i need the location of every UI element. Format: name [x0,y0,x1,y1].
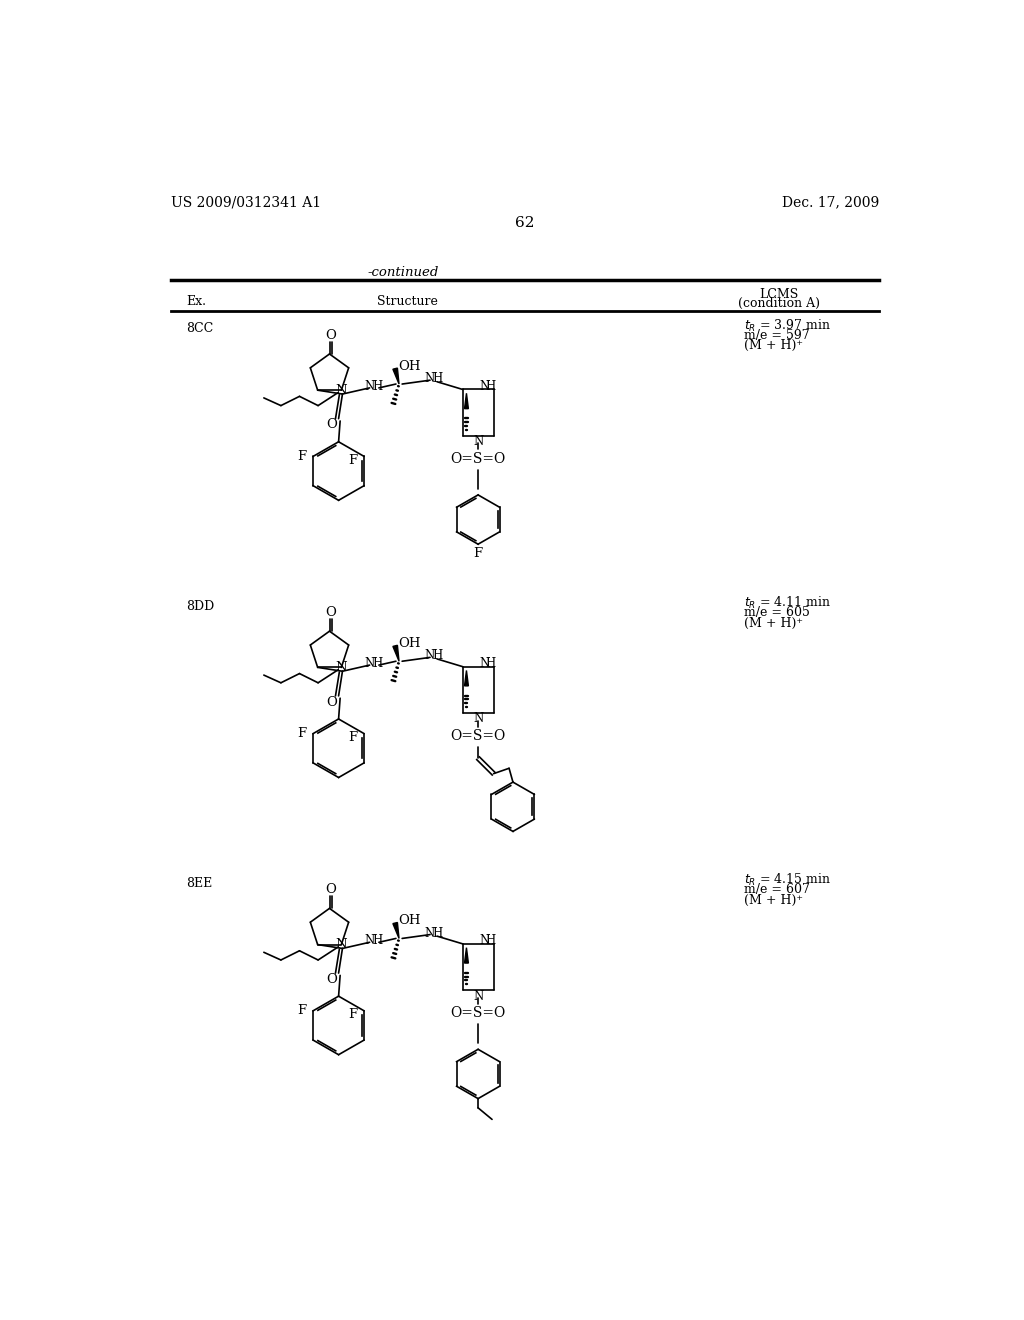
Text: N: N [479,380,489,393]
Text: H: H [485,935,496,948]
Text: O: O [325,606,336,619]
Text: 8CC: 8CC [186,322,213,335]
Text: F: F [297,1005,306,1018]
Text: N: N [479,657,489,671]
Text: O: O [327,418,337,432]
Text: OH: OH [398,915,421,927]
Text: N: N [336,384,347,397]
Text: N: N [336,661,347,675]
Text: F: F [473,546,482,560]
Text: H: H [372,935,382,948]
Text: O=S=O: O=S=O [451,729,506,743]
Text: H: H [372,657,382,671]
Text: O: O [325,883,336,896]
Text: N: N [425,649,435,663]
Text: N: N [473,990,483,1003]
Text: m/e = 607: m/e = 607 [744,883,810,896]
Polygon shape [393,368,399,384]
Text: H: H [485,657,496,671]
Text: H: H [372,380,382,393]
Text: (M + H)⁺: (M + H)⁺ [744,339,803,352]
Text: N: N [365,657,375,671]
Text: H: H [432,372,442,385]
Text: N: N [425,372,435,385]
Polygon shape [465,671,468,686]
Text: H: H [432,927,442,940]
Text: O=S=O: O=S=O [451,1006,506,1020]
Text: m/e = 605: m/e = 605 [744,606,810,619]
Text: $t_R$ = 4.11 min: $t_R$ = 4.11 min [744,595,831,611]
Text: 62: 62 [515,216,535,230]
Text: O: O [325,329,336,342]
Polygon shape [393,923,399,939]
Text: N: N [473,436,483,449]
Text: N: N [473,713,483,726]
Text: $t_R$ = 4.15 min: $t_R$ = 4.15 min [744,873,831,888]
Polygon shape [465,393,468,409]
Text: 8EE: 8EE [186,876,212,890]
Text: US 2009/0312341 A1: US 2009/0312341 A1 [171,195,321,210]
Text: O: O [327,696,337,709]
Text: LCMS: LCMS [760,288,799,301]
Text: $t_R$ = 3.97 min: $t_R$ = 3.97 min [744,318,831,334]
Text: F: F [297,450,306,463]
Text: 8DD: 8DD [186,599,214,612]
Text: (M + H)⁺: (M + H)⁺ [744,616,803,630]
Text: N: N [425,927,435,940]
Text: F: F [297,727,306,741]
Text: -continued: -continued [368,267,439,280]
Text: OH: OH [398,360,421,372]
Text: F: F [348,1008,357,1022]
Polygon shape [465,948,468,964]
Text: H: H [432,649,442,663]
Text: (condition A): (condition A) [738,297,820,310]
Text: N: N [365,380,375,393]
Text: O: O [327,973,337,986]
Text: Dec. 17, 2009: Dec. 17, 2009 [781,195,879,210]
Text: m/e = 597: m/e = 597 [744,329,810,342]
Text: O=S=O: O=S=O [451,451,506,466]
Text: OH: OH [398,638,421,649]
Text: N: N [365,935,375,948]
Text: N: N [336,939,347,952]
Polygon shape [393,645,399,661]
Text: N: N [479,935,489,948]
Text: H: H [485,380,496,393]
Text: Ex.: Ex. [186,296,206,309]
Text: F: F [348,454,357,467]
Text: (M + H)⁺: (M + H)⁺ [744,894,803,907]
Text: F: F [348,731,357,744]
Text: Structure: Structure [377,296,437,309]
